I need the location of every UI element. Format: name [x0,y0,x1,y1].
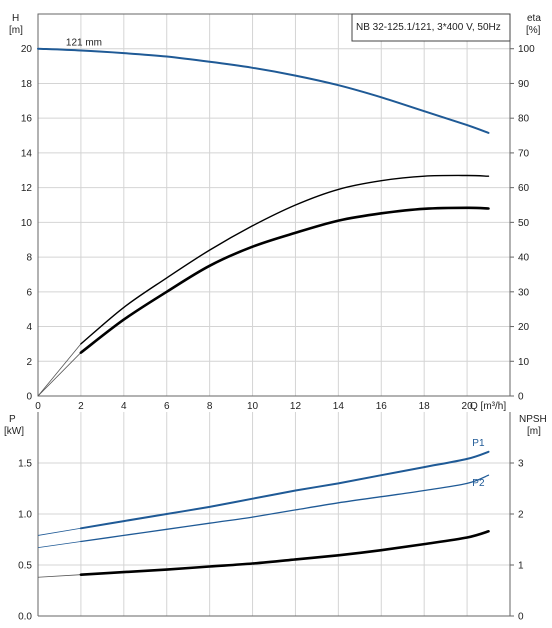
y-left-tick-label: 4 [26,322,32,333]
series-line [79,530,490,576]
y-left-tick-label: 1.5 [18,459,32,470]
series-guide-line [37,541,81,549]
series-line [79,206,490,354]
y-left-tick-label: 0.0 [18,612,32,623]
x-axis-label: Q [m³/h] [470,401,506,412]
x-tick-label: 14 [333,401,345,412]
y-right-tick-label: 70 [518,148,530,159]
y-left-tick-label: 18 [21,79,33,90]
series-label: P2 [472,478,485,489]
x-tick-label: 18 [419,401,431,412]
series-label: P1 [472,438,485,449]
x-tick-label: 8 [207,401,213,412]
y-left-tick-label: 12 [21,183,33,194]
x-tick-label: 10 [247,401,259,412]
series-guide-line [37,527,81,536]
y-left-tick-label: 8 [26,253,32,264]
y-right-tick-label: 60 [518,183,530,194]
top-left-axis-label-h: H [12,13,19,24]
series-guide-line [37,574,81,578]
series-guide-line [37,343,82,397]
x-tick-label: 6 [164,401,170,412]
series-guide-line [37,352,82,397]
top-right-axis-label-eta: eta [527,13,541,24]
top-right-axis-label-unit: [%] [526,25,541,36]
y-right-tick-label: 30 [518,287,530,298]
top-left-axis-label-unit: [m] [9,25,23,36]
y-right-tick-label: 50 [518,218,530,229]
y-left-tick-label: 6 [26,287,32,298]
series-line [37,47,490,134]
series-line [79,450,490,530]
x-tick-label: 4 [121,401,127,412]
y-left-tick-label: 0 [26,392,32,403]
chart-title-box [351,13,511,42]
bottom-left-axis-label-unit: [kW] [4,426,24,437]
y-right-tick-label: 100 [518,44,535,55]
chart-title: NB 32-125.1/121, 3*400 V, 50Hz [356,22,501,33]
series-line [80,174,490,345]
top-plot-frame [37,13,511,397]
curves-layer [37,47,490,578]
y-right-tick-label: 90 [518,79,530,90]
x-tick-label: 2 [78,401,84,412]
bottom-left-axis-label-p: P [9,414,16,425]
y-left-tick-label: 10 [21,218,33,229]
y-right-tick-label: 0 [518,392,524,403]
y-right-tick-label: 80 [518,114,530,125]
bottom-right-axis-label-unit: [m] [527,426,541,437]
y-left-tick-label: 14 [21,148,33,159]
bottom-right-axis-label-npsh: NPSH [519,414,547,425]
y-left-tick-label: 1.0 [18,510,32,521]
y-left-tick-label: 2 [26,357,32,368]
y-right-tick-label: 0 [518,612,524,623]
y-left-tick-label: 20 [21,44,33,55]
y-right-tick-label: 3 [518,459,524,470]
ticks-layer: 0 2 4 6 8 10 12 14 16 18 2002468101214161820010203… [18,44,535,622]
y-right-tick-label: 20 [518,322,530,333]
y-right-tick-label: 2 [518,510,524,521]
y-right-tick-label: 40 [518,253,530,264]
series-labels-layer: 121 mm P1 P2 [66,38,485,490]
series-line [80,474,490,543]
y-right-tick-label: 1 [518,561,524,572]
y-left-tick-label: 16 [21,114,33,125]
series-label: 121 mm [66,38,102,49]
x-tick-label: 16 [376,401,388,412]
y-right-tick-label: 10 [518,357,530,368]
x-tick-label: 12 [290,401,302,412]
y-left-tick-label: 0.5 [18,561,32,572]
x-tick-label: 0 [35,401,41,412]
grid-layer [38,14,510,617]
x-tick-label: 20 [462,401,474,412]
